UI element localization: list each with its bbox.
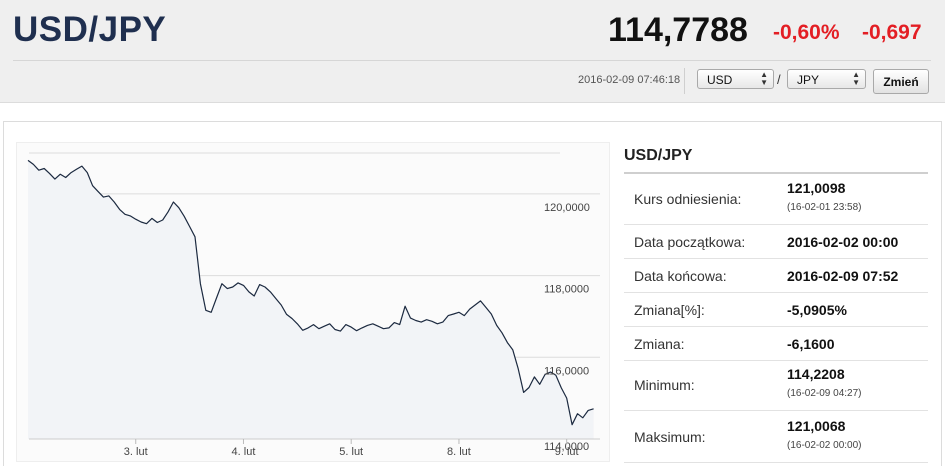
info-label: Kurs odniesienia: [634,191,742,207]
info-row: Zmiana: -6,1600 [624,326,928,361]
x-tick-label: 8. lut [447,446,471,458]
current-price: 114,7788 [608,11,748,49]
info-label: Zmiana: [634,336,685,352]
x-tick-label: 4. lut [232,446,256,458]
info-row: Minimum: 114,2208 (16-02-09 04:27) [624,360,928,411]
y-tick-label: 120,0000 [544,202,590,214]
info-value: -5,0905% [787,302,847,318]
info-label: Data końcowa: [634,268,727,284]
base-currency-value: USD [707,73,733,87]
change-absolute: -0,697 [862,21,922,44]
quote-currency-value: JPY [797,73,820,87]
quote-timestamp: 2016-02-09 07:46:18 [578,74,681,86]
select-arrows-icon: ▲ ▼ [852,70,860,87]
info-row: Maksimum: 121,0068 (16-02-02 00:00) [624,410,928,463]
select-arrows-icon: ▲ ▼ [760,70,768,87]
info-value: -6,1600 [787,336,835,352]
x-tick-label: 3. lut [124,446,148,458]
header-separator [684,68,685,94]
info-value: 114,2208 [787,366,845,382]
info-label: Data początkowa: [634,234,746,250]
info-title-divider [624,172,928,174]
info-subvalue: (16-02-09 04:27) [787,388,862,399]
change-button[interactable]: Zmień [873,69,929,94]
x-tick-label: 9. lut [555,446,579,458]
info-row: Zmiana[%]: -5,0905% [624,292,928,327]
quote-currency-select[interactable]: JPY ▲ ▼ [787,69,866,89]
pair-title: USD/JPY [13,10,167,49]
info-label: Maksimum: [634,429,706,445]
info-label: Zmiana[%]: [634,302,705,318]
currency-slash: / [777,72,781,87]
info-title: USD/JPY [624,147,693,164]
y-tick-label: 114,0000 [544,441,589,453]
info-value: 121,0098 [787,180,846,196]
header-divider [13,60,931,61]
info-value: 2016-02-09 07:52 [787,268,899,284]
info-row: Data końcowa: 2016-02-09 07:52 [624,258,928,293]
info-row: Kurs odniesienia: 121,0098 (16-02-01 23:58… [624,174,928,225]
price-chart: 120,0000 118,0000 116,0000 114,0000 3. lut 4.… [16,142,610,462]
info-row: Data początkowa: 2016-02-02 00:00 [624,224,928,259]
change-percent: -0,60% [773,21,840,44]
y-tick-label: 116,0000 [544,365,589,377]
series-line [27,159,594,426]
info-label: Minimum: [634,377,695,393]
info-value: 121,0068 [787,418,846,434]
info-subvalue: (16-02-02 00:00) [787,440,862,451]
info-value: 2016-02-02 00:00 [787,234,899,250]
info-subvalue: (16-02-01 23:58) [787,202,862,213]
base-currency-select[interactable]: USD ▲ ▼ [697,69,774,89]
x-tick-label: 5. lut [339,446,363,458]
y-tick-label: 118,0000 [544,284,589,296]
chart-svg: 120,0000 118,0000 116,0000 114,0000 3. lut 4.… [27,152,600,458]
header-bar: USD/JPY 114,7788 -0,60% -0,697 2016-02-0… [0,0,945,103]
series-area [28,160,594,439]
